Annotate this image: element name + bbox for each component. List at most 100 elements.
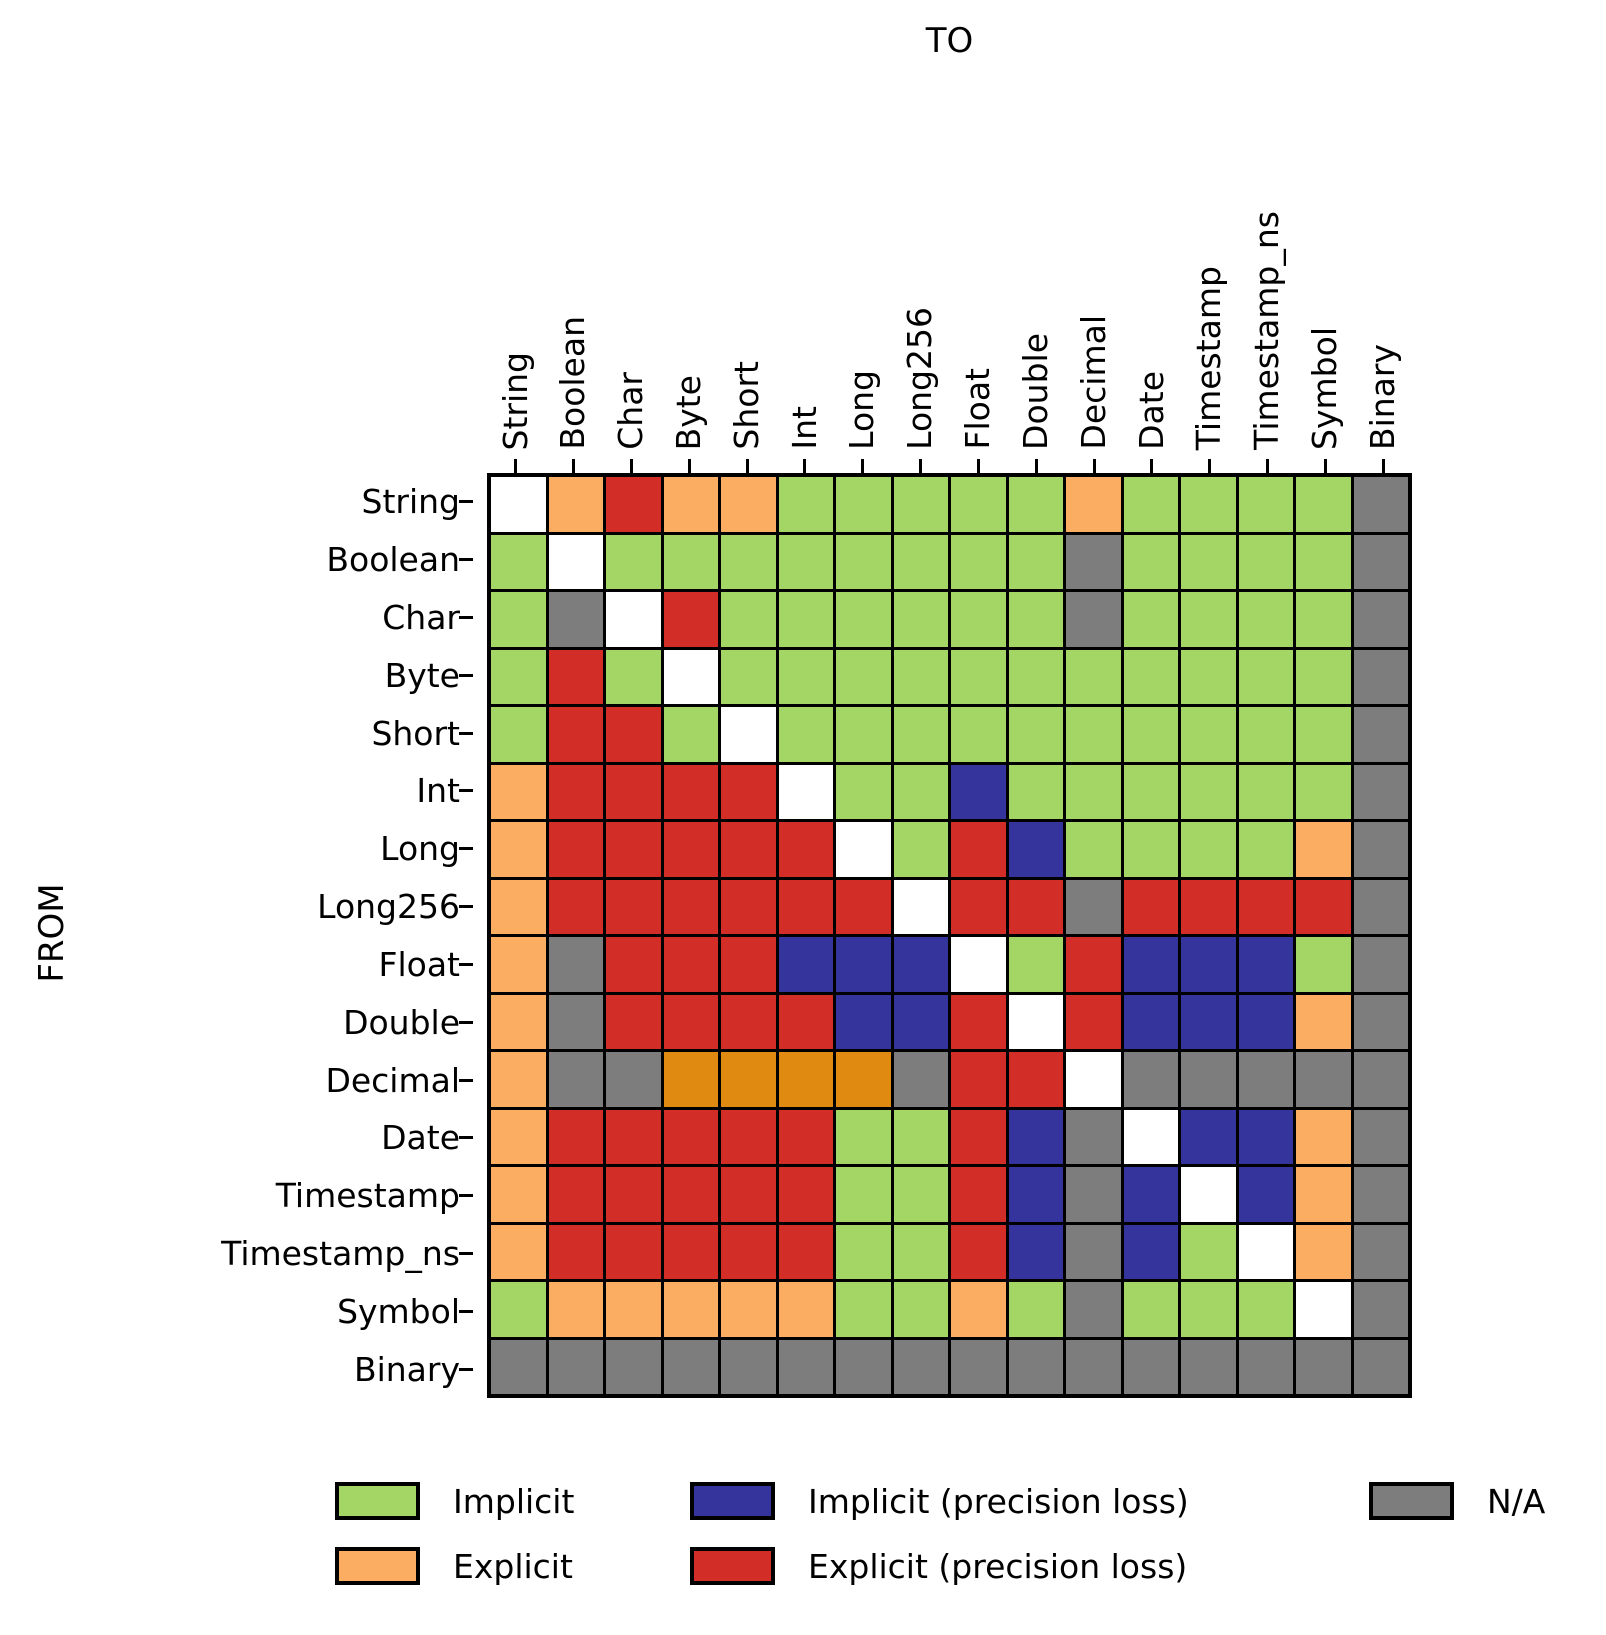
- matrix-cell-Date-to-Float: [951, 1109, 1006, 1164]
- matrix-cell-Timestamp-to-Int: [778, 1167, 833, 1222]
- x-axis-tick: [803, 459, 807, 473]
- matrix-cell-Timestamp-to-Timestamp: [1181, 1167, 1236, 1222]
- matrix-cell-Char-to-Timestamp_ns: [1238, 592, 1293, 647]
- matrix-cell-Int-to-Char: [606, 764, 661, 819]
- matrix-cell-Binary-to-Int: [778, 1339, 833, 1394]
- matrix-cell-Symbol-to-Binary: [1353, 1282, 1408, 1337]
- x-axis-tick: [745, 459, 749, 473]
- y-axis-tick: [459, 1367, 473, 1371]
- matrix-cell-Byte-to-String: [491, 649, 546, 704]
- matrix-cell-Binary-to-Decimal: [1066, 1339, 1121, 1394]
- matrix-cell-Binary-to-Binary: [1353, 1339, 1408, 1394]
- column-label-Byte: Byte: [669, 374, 709, 450]
- matrix-cell-Timestamp-to-Double: [1008, 1167, 1063, 1222]
- matrix-cell-Decimal-to-Int: [778, 1052, 833, 1107]
- matrix-cell-Long256-to-Double: [1008, 879, 1063, 934]
- matrix-cell-Float-to-Long: [836, 937, 891, 992]
- column-label-Timestamp_ns: Timestamp_ns: [1247, 211, 1287, 450]
- y-axis-tick: [459, 500, 473, 504]
- matrix-cell-Short-to-String: [491, 707, 546, 762]
- matrix-cell-Short-to-Short: [721, 707, 776, 762]
- matrix-cell-Short-to-Timestamp: [1181, 707, 1236, 762]
- matrix-cell-Long-to-Int: [778, 822, 833, 877]
- matrix-cell-Byte-to-Date: [1123, 649, 1178, 704]
- matrix-cell-Short-to-Long: [836, 707, 891, 762]
- legend-swatch-B: [690, 1482, 775, 1520]
- matrix-cell-Char-to-Binary: [1353, 592, 1408, 647]
- matrix-cell-String-to-Boolean: [548, 477, 603, 532]
- row-label-Short: Short: [371, 713, 460, 753]
- x-axis-tick: [1034, 459, 1038, 473]
- matrix-cell-Float-to-Char: [606, 937, 661, 992]
- matrix-cell-Symbol-to-Double: [1008, 1282, 1063, 1337]
- matrix-cell-Timestamp-to-Char: [606, 1167, 661, 1222]
- matrix-cell-Short-to-Symbol: [1296, 707, 1351, 762]
- matrix-cell-Boolean-to-Boolean: [548, 534, 603, 589]
- matrix-cell-Decimal-to-Binary: [1353, 1052, 1408, 1107]
- matrix-cell-String-to-Short: [721, 477, 776, 532]
- matrix-cell-Long256-to-Char: [606, 879, 661, 934]
- matrix-cell-Double-to-Binary: [1353, 994, 1408, 1049]
- y-axis-tick: [459, 1251, 473, 1255]
- matrix-cell-Double-to-String: [491, 994, 546, 1049]
- matrix-cell-Decimal-to-Double: [1008, 1052, 1063, 1107]
- legend-swatch-G: [335, 1482, 420, 1520]
- matrix-cell-String-to-Date: [1123, 477, 1178, 532]
- column-label-Timestamp: Timestamp: [1189, 265, 1229, 450]
- matrix-cell-Long256-to-Float: [951, 879, 1006, 934]
- matrix-cell-Timestamp_ns-to-Short: [721, 1224, 776, 1279]
- matrix-cell-Short-to-Date: [1123, 707, 1178, 762]
- matrix-cell-Binary-to-Float: [951, 1339, 1006, 1394]
- matrix-cell-Decimal-to-Short: [721, 1052, 776, 1107]
- matrix-cell-Date-to-Symbol: [1296, 1109, 1351, 1164]
- x-axis-tick: [1208, 459, 1212, 473]
- matrix-cell-Binary-to-Short: [721, 1339, 776, 1394]
- matrix-cell-Timestamp_ns-to-Byte: [663, 1224, 718, 1279]
- matrix-cell-Double-to-Int: [778, 994, 833, 1049]
- y-axis-tick: [459, 1078, 473, 1082]
- matrix-cell-Timestamp_ns-to-Symbol: [1296, 1224, 1351, 1279]
- matrix-cell-Double-to-Timestamp: [1181, 994, 1236, 1049]
- y-axis-tick: [459, 558, 473, 562]
- matrix-cell-Timestamp-to-Float: [951, 1167, 1006, 1222]
- matrix-cell-Int-to-Byte: [663, 764, 718, 819]
- matrix-cell-Long256-to-Short: [721, 879, 776, 934]
- matrix-cell-Boolean-to-Int: [778, 534, 833, 589]
- matrix-cell-Long-to-Short: [721, 822, 776, 877]
- column-label-Binary: Binary: [1362, 343, 1402, 450]
- matrix-cell-Double-to-Boolean: [548, 994, 603, 1049]
- matrix-cell-Boolean-to-Date: [1123, 534, 1178, 589]
- row-label-Long256: Long256: [317, 887, 460, 927]
- row-label-Decimal: Decimal: [325, 1060, 460, 1100]
- matrix-cell-Float-to-Boolean: [548, 937, 603, 992]
- matrix-cell-Int-to-Int: [778, 764, 833, 819]
- matrix-cell-Long-to-Timestamp_ns: [1238, 822, 1293, 877]
- matrix-cell-Date-to-Double: [1008, 1109, 1063, 1164]
- matrix-cell-String-to-Symbol: [1296, 477, 1351, 532]
- matrix-cell-Int-to-Timestamp_ns: [1238, 764, 1293, 819]
- legend-label-G: Implicit: [453, 1481, 575, 1521]
- matrix-cell-Byte-to-Int: [778, 649, 833, 704]
- matrix-cell-Symbol-to-Int: [778, 1282, 833, 1337]
- matrix-cell-Double-to-Char: [606, 994, 661, 1049]
- matrix-cell-Char-to-Byte: [663, 592, 718, 647]
- matrix-cell-Double-to-Byte: [663, 994, 718, 1049]
- matrix-cell-Boolean-to-Long256: [893, 534, 948, 589]
- matrix-cell-Char-to-Char: [606, 592, 661, 647]
- matrix-cell-Timestamp_ns-to-Binary: [1353, 1224, 1408, 1279]
- matrix-cell-Long-to-Double: [1008, 822, 1063, 877]
- matrix-cell-Date-to-Byte: [663, 1109, 718, 1164]
- matrix-cell-Long256-to-Symbol: [1296, 879, 1351, 934]
- matrix-cell-Float-to-Decimal: [1066, 937, 1121, 992]
- matrix-cell-Int-to-Long: [836, 764, 891, 819]
- matrix-cell-Long-to-Boolean: [548, 822, 603, 877]
- matrix-cell-Boolean-to-String: [491, 534, 546, 589]
- matrix-cell-Int-to-Decimal: [1066, 764, 1121, 819]
- matrix-cell-Timestamp_ns-to-Int: [778, 1224, 833, 1279]
- matrix-cell-Date-to-Binary: [1353, 1109, 1408, 1164]
- matrix-cell-Byte-to-Binary: [1353, 649, 1408, 704]
- matrix-cell-Int-to-Long256: [893, 764, 948, 819]
- y-axis-tick: [459, 616, 473, 620]
- matrix-cell-Timestamp_ns-to-Long256: [893, 1224, 948, 1279]
- matrix-cell-Boolean-to-Char: [606, 534, 661, 589]
